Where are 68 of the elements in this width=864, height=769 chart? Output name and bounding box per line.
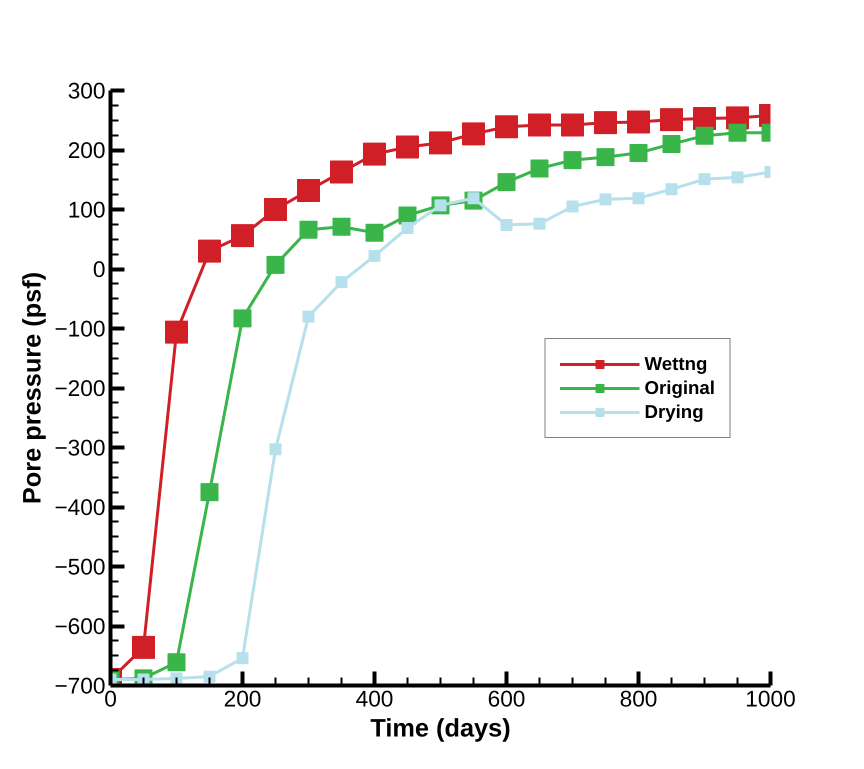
point bbox=[566, 200, 578, 213]
point bbox=[696, 126, 714, 145]
point bbox=[302, 310, 314, 323]
y-tick-label: 300 bbox=[68, 78, 106, 104]
point bbox=[200, 483, 218, 502]
point bbox=[528, 114, 551, 137]
point bbox=[596, 148, 614, 166]
point bbox=[402, 222, 414, 234]
point bbox=[300, 220, 318, 239]
point bbox=[132, 636, 155, 659]
point bbox=[564, 151, 582, 170]
x-tick-label: 600 bbox=[488, 686, 526, 712]
y-tick-label: 0 bbox=[92, 256, 106, 282]
point bbox=[165, 320, 188, 344]
y-tick-label: −200 bbox=[54, 375, 106, 401]
y-tick-label: −600 bbox=[54, 613, 106, 639]
point bbox=[500, 218, 512, 231]
point bbox=[198, 240, 221, 263]
point bbox=[429, 131, 452, 154]
point bbox=[266, 256, 284, 274]
point bbox=[662, 135, 680, 154]
point bbox=[330, 160, 353, 184]
y-tick-label: −300 bbox=[54, 434, 106, 460]
point bbox=[660, 108, 683, 132]
x-tick-label: 200 bbox=[224, 686, 262, 712]
y-tick-label: −700 bbox=[54, 672, 106, 698]
legend-label: Drying bbox=[644, 400, 704, 422]
point bbox=[366, 224, 384, 242]
point bbox=[336, 276, 348, 288]
x-tick-label: 800 bbox=[620, 686, 658, 712]
point bbox=[236, 652, 248, 664]
point bbox=[632, 192, 644, 204]
point bbox=[627, 110, 650, 134]
point bbox=[264, 198, 287, 221]
point bbox=[728, 124, 746, 142]
point bbox=[462, 122, 485, 146]
legend-label: Original bbox=[644, 376, 715, 398]
y-tick-label: 100 bbox=[68, 196, 106, 222]
point bbox=[204, 670, 216, 683]
point bbox=[534, 218, 546, 230]
y-tick-label: 200 bbox=[68, 137, 106, 163]
y-tick-label: −100 bbox=[54, 316, 106, 342]
legend-label: Wettng bbox=[644, 352, 708, 374]
point bbox=[495, 115, 518, 138]
y-tick-label: −400 bbox=[54, 494, 106, 520]
point bbox=[368, 250, 380, 262]
point bbox=[234, 309, 252, 328]
point bbox=[396, 136, 419, 159]
y-axis-title: Pore pressure (psf) bbox=[18, 272, 46, 504]
x-tick-label: 400 bbox=[356, 686, 394, 712]
point bbox=[666, 183, 678, 196]
point bbox=[270, 443, 282, 456]
point bbox=[231, 224, 254, 248]
point bbox=[498, 173, 516, 192]
point bbox=[600, 193, 612, 206]
point bbox=[363, 142, 386, 166]
point bbox=[630, 144, 648, 162]
x-axis-title: Time (days) bbox=[370, 714, 511, 742]
point bbox=[732, 171, 744, 184]
point bbox=[332, 218, 350, 236]
point bbox=[297, 178, 320, 202]
point bbox=[168, 653, 186, 672]
point bbox=[561, 114, 584, 137]
point bbox=[594, 111, 617, 134]
x-tick-label: 1000 bbox=[745, 686, 796, 712]
point bbox=[530, 159, 548, 178]
point bbox=[698, 173, 710, 186]
y-tick-label: −500 bbox=[54, 554, 106, 580]
